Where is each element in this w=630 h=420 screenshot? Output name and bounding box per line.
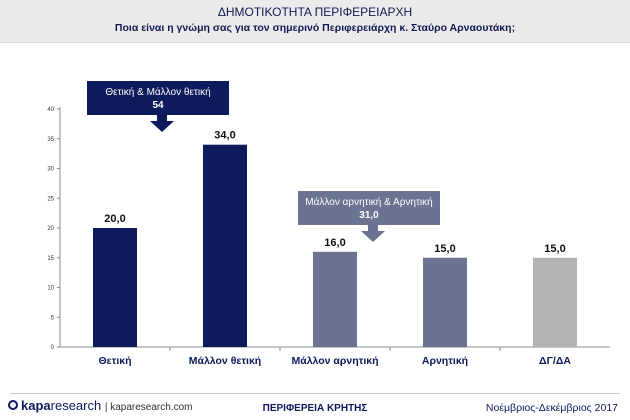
bar-value-label: 16,0 — [324, 237, 345, 249]
annotation-arrow-icon — [361, 225, 385, 242]
annotation-text: Θετική & Μάλλον θετική — [105, 86, 210, 98]
annotation-box — [298, 191, 440, 225]
y-tick-label: 15 — [47, 256, 54, 262]
bar — [93, 228, 137, 347]
bar — [533, 257, 577, 347]
page-title: ΔΗΜΟΤΙΚΟΤΗΤΑ ΠΕΡΙΦΕΡΕΙΑΡΧΗ — [217, 5, 413, 19]
y-tick-label: 40 — [47, 107, 54, 113]
bar — [423, 257, 467, 347]
category-label: Μάλλον θετική — [189, 355, 261, 367]
annotation-arrow-icon — [150, 115, 174, 132]
y-tick-label: 10 — [47, 286, 54, 292]
category-label: Μάλλον αρνητική — [292, 355, 379, 367]
y-tick-label: 5 — [51, 315, 55, 321]
bar-value-label: 34,0 — [214, 130, 235, 142]
annotation-value: 31,0 — [359, 210, 379, 221]
kapa-research-logo: kaparesearch | kaparesearch.com — [8, 398, 193, 413]
header-bar: ΔΗΜΟΤΙΚΟΤΗΤΑ ΠΕΡΙΦΕΡΕΙΑΡΧΗ Ποια είναι η … — [0, 0, 630, 43]
bar — [203, 144, 247, 347]
question-subtitle: Ποια είναι η γνώμη σας για τον σημερινό … — [114, 22, 516, 34]
bar-value-label: 20,0 — [104, 213, 125, 225]
annotation-value: 54 — [152, 100, 164, 111]
footer-divider — [10, 393, 620, 394]
bar — [313, 251, 357, 347]
annotation-box — [87, 81, 229, 115]
bar-chart: 0 5 10 15 20 25 30 35 40 20,0 Θετική 34,0 Μάλλον θετ… — [47, 81, 610, 367]
annotation-text: Μάλλον αρνητική & Αρνητική — [305, 196, 432, 208]
survey-period: Νοέμβριος-Δεκέμβριος 2017 — [485, 402, 618, 414]
y-tick-label: 35 — [47, 137, 54, 143]
region-label: ΠΕΡΙΦΕΡΕΙΑ ΚΡΗΤΗΣ — [262, 403, 368, 414]
bar-value-label: 15,0 — [544, 243, 565, 255]
logo-mark-icon — [8, 400, 18, 410]
y-tick-label: 30 — [47, 167, 54, 173]
category-label: Θετική — [98, 355, 131, 367]
category-label: Αρνητική — [422, 355, 468, 367]
website-url: | kaparesearch.com — [104, 402, 193, 413]
y-tick-label: 25 — [47, 196, 54, 202]
y-tick-label: 20 — [47, 226, 54, 232]
category-label: ΔΓ/ΔΑ — [539, 355, 571, 367]
bar-value-label: 15,0 — [434, 243, 455, 255]
y-tick-label: 0 — [51, 345, 55, 351]
